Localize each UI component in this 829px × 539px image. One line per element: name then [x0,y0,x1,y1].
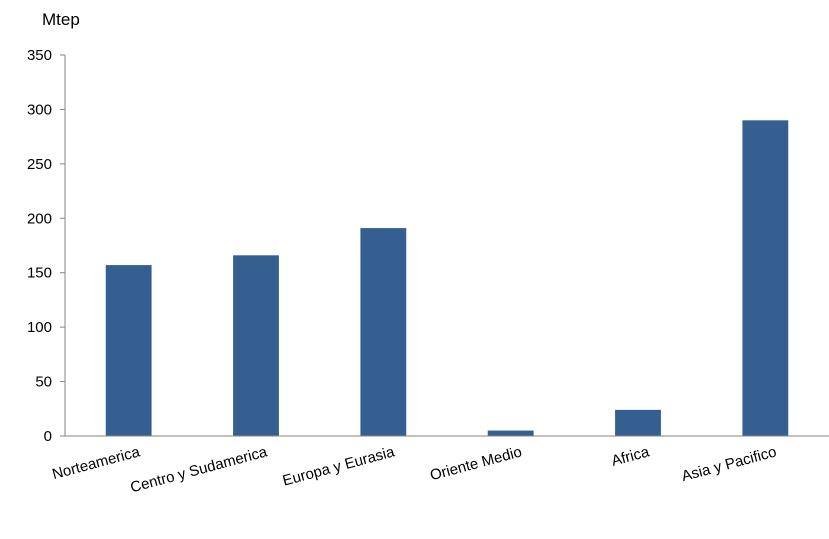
bar-oriente-medio [487,430,534,436]
y-tick-label: 300 [27,101,52,118]
x-category-label: Europa y Eurasia [281,443,397,489]
y-tick-label: 200 [27,210,52,227]
y-axis-ticks: 0 50 100 150 200 250 300 350 [27,47,65,445]
bar-asia-y-pacifico [742,120,789,437]
y-tick-label: 50 [35,374,52,391]
y-tick-label: 250 [27,156,52,173]
y-tick-label: 150 [27,265,52,282]
y-tick-label: 350 [27,47,52,64]
y-unit-label: Mtep [42,10,80,29]
bar-centro-y-sudamerica [233,255,279,436]
y-tick-label: 0 [44,428,52,445]
x-category-label: Centro y Sudamerica [129,443,270,496]
x-category-label: Africa [610,443,652,470]
bar-europa-y-eurasia [360,228,407,436]
bar-africa [615,409,661,436]
y-tick-label: 100 [27,319,52,336]
bars [105,120,789,437]
x-category-label: Asia y Pacifico [680,443,779,485]
bar-norteamerica [105,265,152,436]
x-category-label: Norteamerica [50,443,142,483]
x-category-label: Oriente Medio [428,443,523,484]
